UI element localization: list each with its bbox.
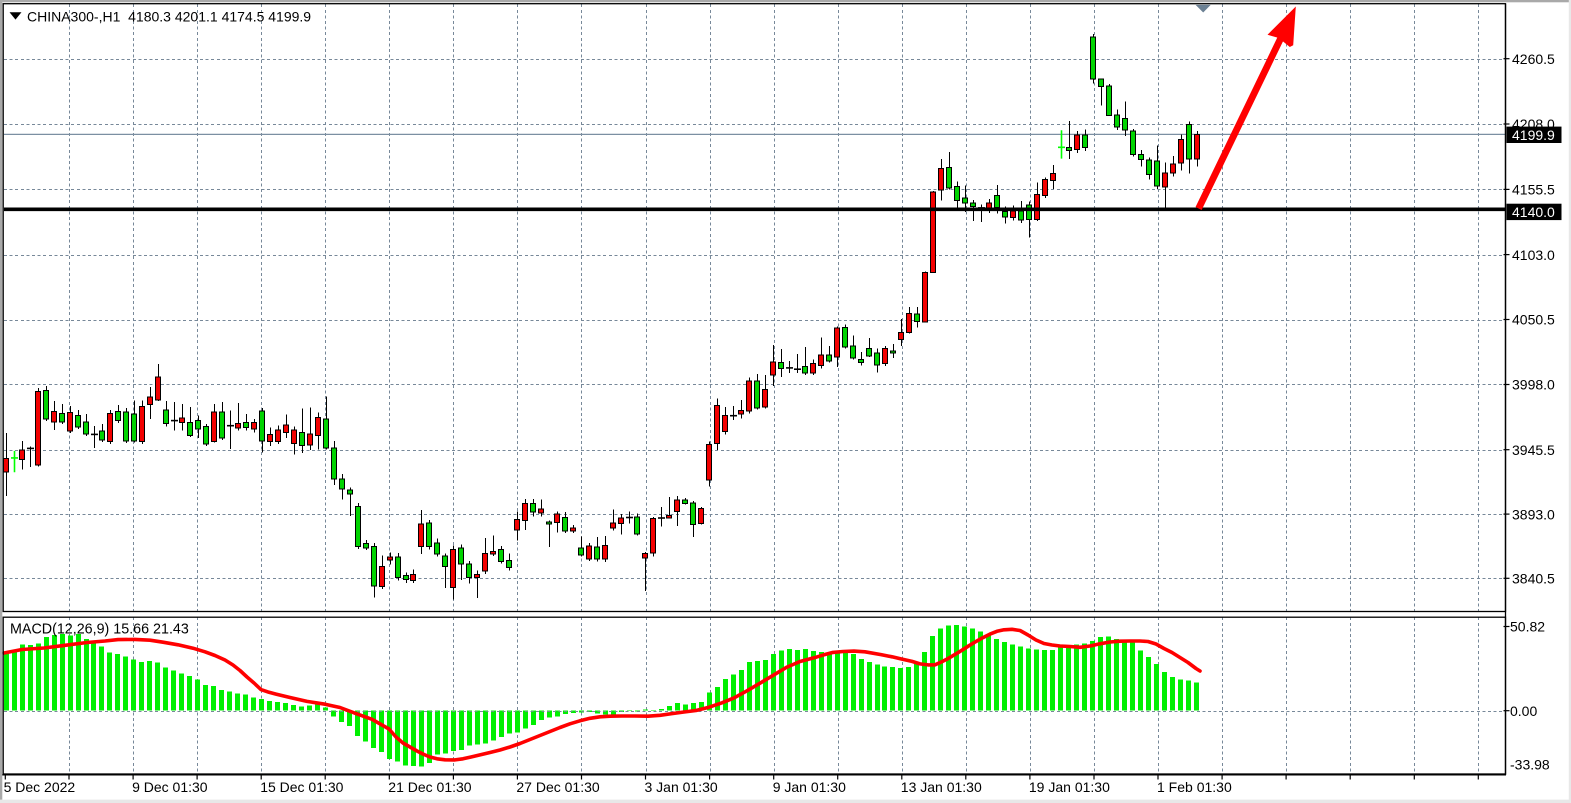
svg-text:-33.98: -33.98 [1510,757,1550,773]
svg-text:1 Feb 01:30: 1 Feb 01:30 [1157,779,1232,795]
svg-text:0.00: 0.00 [1510,703,1537,719]
svg-text:3945.5: 3945.5 [1512,442,1555,458]
svg-text:4155.5: 4155.5 [1512,182,1555,198]
svg-text:5 Dec 2022: 5 Dec 2022 [4,779,76,795]
svg-text:4103.0: 4103.0 [1512,247,1555,263]
svg-text:9 Jan 01:30: 9 Jan 01:30 [773,779,846,795]
svg-text:13 Jan 01:30: 13 Jan 01:30 [901,779,982,795]
svg-text:3 Jan 01:30: 3 Jan 01:30 [645,779,718,795]
svg-text:4050.5: 4050.5 [1512,312,1555,328]
svg-text:MACD(12,26,9) 15.66 21.43: MACD(12,26,9) 15.66 21.43 [10,622,189,638]
svg-text:3998.0: 3998.0 [1512,377,1555,393]
svg-text:4260.5: 4260.5 [1512,51,1555,67]
svg-text:9 Dec 01:30: 9 Dec 01:30 [132,779,208,795]
svg-text:4199.9: 4199.9 [1512,127,1555,143]
svg-text:19 Jan 01:30: 19 Jan 01:30 [1029,779,1110,795]
svg-text:3840.5: 3840.5 [1512,571,1555,587]
svg-text:15 Dec 01:30: 15 Dec 01:30 [260,779,343,795]
svg-text:50.82: 50.82 [1510,619,1545,635]
svg-text:21 Dec 01:30: 21 Dec 01:30 [388,779,471,795]
svg-text:3893.0: 3893.0 [1512,506,1555,522]
svg-text:CHINA300-,H1 4180.3 4201.1 41: CHINA300-,H1 4180.3 4201.1 4174.5 4199.9 [27,8,311,24]
svg-text:4140.0: 4140.0 [1512,204,1555,220]
svg-text:27 Dec 01:30: 27 Dec 01:30 [516,779,599,795]
